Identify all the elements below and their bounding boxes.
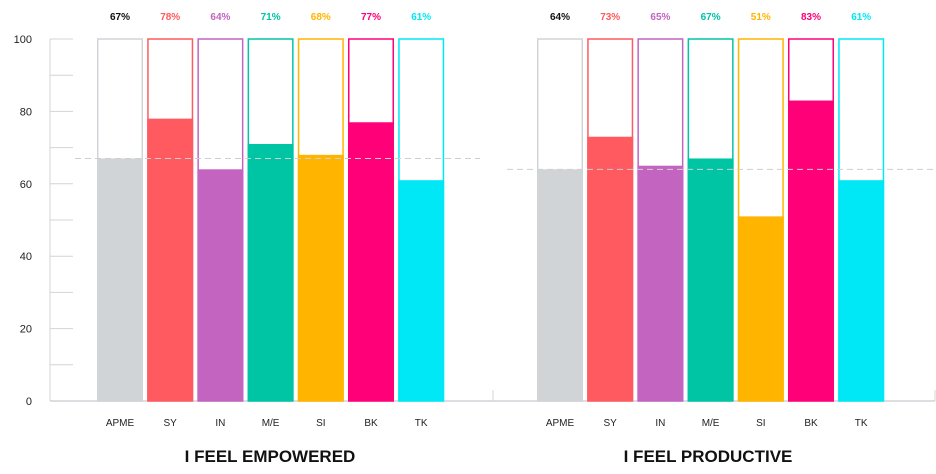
bar-in (637, 165, 684, 401)
value-label: 67% (110, 12, 130, 23)
bar-sy (147, 118, 194, 401)
category-label: BK (804, 418, 818, 429)
category-label: IN (655, 418, 665, 429)
bar-tk (398, 180, 445, 401)
value-label: 73% (600, 12, 620, 23)
value-label: 68% (311, 12, 331, 23)
value-label: 64% (210, 12, 230, 23)
category-label: TK (855, 418, 868, 429)
chart-title: I FEEL EMPOWERED (185, 447, 356, 466)
value-label: 51% (751, 12, 771, 23)
value-label: 64% (550, 12, 570, 23)
category-label: SY (604, 418, 618, 429)
category-label: SY (164, 418, 178, 429)
value-label: 78% (160, 12, 180, 23)
y-tick-label: 40 (20, 251, 32, 263)
value-label: 61% (851, 12, 871, 23)
value-label: 67% (701, 12, 721, 23)
bar-bk (788, 100, 834, 401)
bar-in (197, 169, 244, 401)
bar-apme (537, 169, 583, 401)
y-tick-label: 80 (20, 106, 32, 118)
category-label: M/E (262, 418, 280, 429)
category-label: BK (364, 418, 378, 429)
category-label: APME (546, 418, 575, 429)
y-tick-label: 60 (20, 179, 32, 191)
value-label: 71% (261, 12, 281, 23)
bar-me (247, 143, 294, 402)
category-label: IN (215, 418, 225, 429)
bar-tk (838, 180, 885, 401)
value-label: 65% (650, 12, 670, 23)
category-label: M/E (702, 418, 720, 429)
category-label: SI (756, 418, 765, 429)
bar-si (297, 154, 344, 401)
category-label: APME (106, 418, 135, 429)
category-label: TK (415, 418, 428, 429)
value-label: 77% (361, 12, 381, 23)
y-tick-label: 0 (26, 396, 32, 408)
y-tick-label: 20 (20, 324, 32, 336)
y-tick-label: 100 (14, 34, 32, 46)
bar-sy (587, 136, 634, 402)
chart-title: I FEEL PRODUCTIVE (624, 447, 793, 466)
value-label: 61% (411, 12, 431, 23)
bar-bk (348, 122, 394, 401)
bar-apme (97, 158, 143, 401)
category-label: SI (316, 418, 325, 429)
value-label: 83% (801, 12, 821, 23)
bar-si (737, 216, 784, 401)
bar-me (687, 158, 734, 401)
